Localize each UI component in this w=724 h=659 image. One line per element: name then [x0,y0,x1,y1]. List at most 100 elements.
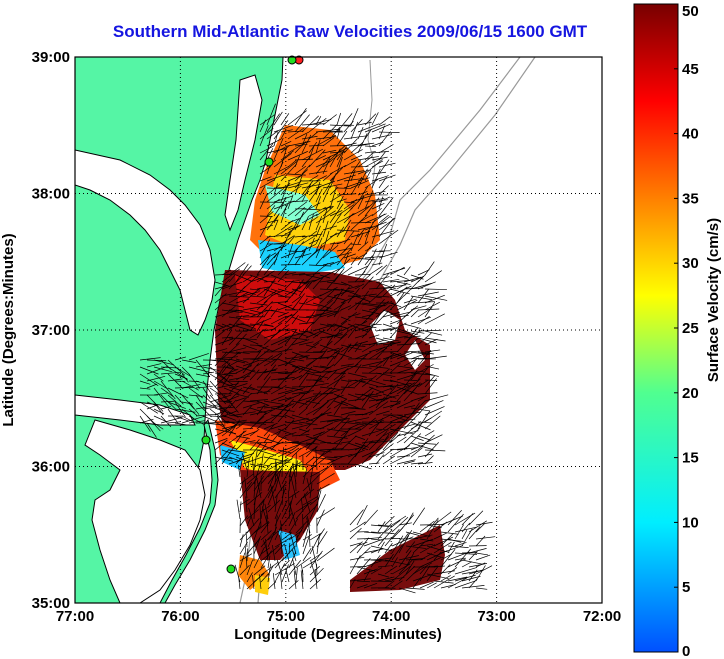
velocity-vector [371,230,395,238]
velocity-vector [312,338,323,346]
velocity-vector [256,400,269,406]
velocity-vector [253,538,261,555]
velocity-vector [253,565,266,576]
velocity-vector [221,269,232,276]
velocity-vector [277,397,292,402]
velocity-vector [375,353,395,367]
radar-station-marker [226,564,236,574]
velocity-vector [326,334,335,346]
velocity-vector [153,392,168,396]
velocity-vector [363,537,386,547]
velocity-vector [239,498,250,506]
velocity-vector [274,557,285,569]
velocity-vector [410,407,430,412]
velocity-vector [326,442,342,445]
velocity-vector [316,472,335,485]
velocity-vector [228,331,242,346]
velocity-vector [160,400,176,403]
velocity-vector [347,265,368,276]
velocity-vector [419,543,434,547]
velocity-vector [354,379,363,388]
velocity-vector [370,559,388,562]
velocity-vector [238,576,241,590]
velocity-vector [202,422,226,426]
velocity-vector [221,456,233,460]
velocity-vector [349,527,362,540]
velocity-vector [326,365,350,374]
velocity-vector [267,499,281,513]
velocity-vector [294,180,303,189]
velocity-vector [357,126,364,140]
velocity-vector [223,380,248,382]
velocity-vector [280,145,290,154]
velocity-vector [326,369,338,381]
velocity-vector [223,387,239,395]
velocity-vector [221,442,237,450]
velocity-vector [350,154,363,161]
velocity-vector [305,442,320,445]
velocity-vector [417,269,430,276]
velocity-vector [396,281,411,285]
velocity-vector [378,116,391,126]
velocity-vector [214,273,236,276]
velocity-vector [242,402,260,409]
velocity-vector [216,359,232,361]
velocity-vector [256,449,277,456]
velocity-vector [329,213,342,231]
velocity-vector [396,459,416,465]
velocity-vector [417,288,429,304]
velocity-vector [291,315,299,325]
velocity-vector [468,569,478,582]
radar-station-marker [287,55,297,65]
velocity-vector [424,434,443,444]
velocity-vector [249,344,263,346]
velocity-vector [440,533,454,547]
velocity-vector [273,137,284,161]
velocity-vector [277,304,293,311]
velocity-vector [424,295,448,301]
velocity-vector [249,421,274,424]
velocity-vector [347,423,361,430]
velocity-vector [368,419,384,430]
velocity-vector [396,447,418,451]
velocity-vector [316,487,321,499]
velocity-vector [405,560,415,575]
velocity-vector [405,512,414,526]
velocity-vector [174,394,184,405]
velocity-vector [239,473,254,485]
velocity-vector [259,179,275,189]
velocity-vector [340,428,352,437]
velocity-vector [214,356,239,360]
velocity-vector [305,295,317,299]
velocity-vector [223,395,240,403]
velocity-vector [333,435,348,444]
velocity-vector [377,524,393,527]
velocity-vector [266,103,276,126]
velocity-vector [357,201,376,217]
velocity-vector [239,515,249,527]
velocity-vector [475,535,486,547]
velocity-vector [270,431,281,444]
velocity-vector [288,467,291,492]
velocity-vector [287,243,294,259]
velocity-vector [357,232,364,245]
velocity-vector [368,440,393,444]
velocity-vector [363,582,378,589]
velocity-vector [333,302,346,311]
velocity-vector [291,273,306,276]
velocity-vector [308,238,320,245]
velocity-vector [280,129,293,133]
velocity-vector [424,365,440,370]
velocity-vector [343,253,349,266]
velocity-vector [378,162,396,168]
velocity-vector [424,261,435,276]
velocity-vector [253,499,265,513]
velocity-vector [281,560,290,569]
velocity-vector [277,461,291,465]
velocity-vector [301,213,318,224]
velocity-vector [368,299,385,318]
velocity-vector [396,365,414,369]
velocity-vector [326,456,338,459]
velocity-vector [308,237,315,252]
velocity-vector [357,241,369,252]
